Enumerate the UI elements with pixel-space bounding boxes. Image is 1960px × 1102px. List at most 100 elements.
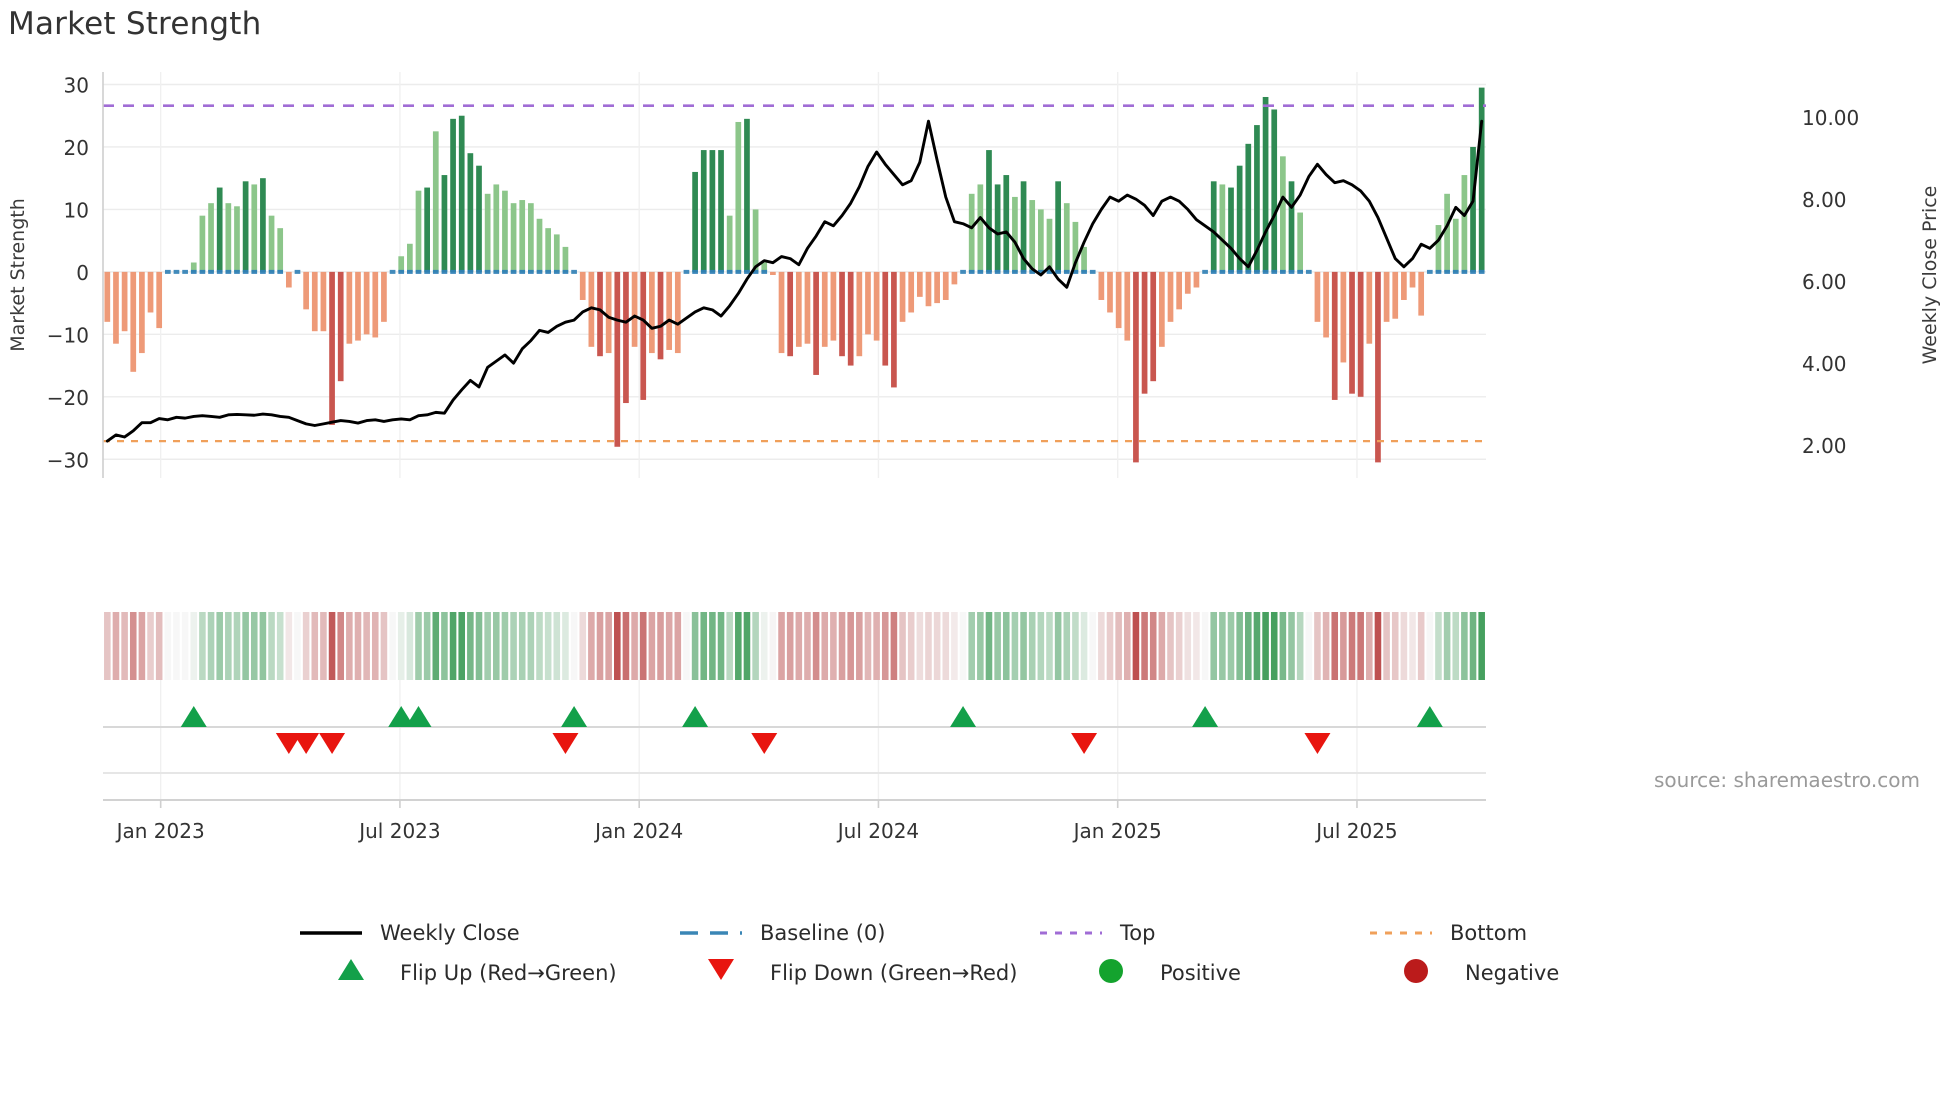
strength-bar [1349,271,1355,394]
x-axis-tick-label: Jan 2023 [115,819,205,843]
heatmap-cell [138,612,146,680]
weekly-close-path [105,119,1484,443]
baseline-cap [225,269,232,274]
baseline-cap [1271,269,1278,274]
strength-bar [1037,209,1044,272]
strength-bar [752,209,759,272]
strength-bar [942,271,949,300]
strength-bar [268,215,275,272]
flip-down-marker [293,733,320,754]
baseline-cap [407,269,413,274]
strength-bar [363,271,370,335]
legend-item: Top [1040,921,1155,945]
heatmap-cell [709,612,716,680]
strength-bar [865,271,871,335]
strength-bar [614,271,621,447]
heatmap-cell [250,612,258,680]
heatmap-cell [1409,612,1416,680]
strength-bar [104,271,111,322]
strength-bar [1331,271,1338,400]
baseline-cap [164,269,171,274]
heatmap-cell [760,612,768,680]
flip-marker-strip [103,706,1486,801]
strength-bar [113,271,119,344]
strength-bar [744,118,750,272]
strength-bar [208,203,214,272]
baseline-cap [536,269,543,274]
heatmap-cell [397,612,405,680]
baseline-cap [1046,269,1053,274]
baseline-cap [502,269,508,274]
heatmap-cell [1296,612,1304,680]
x-axis-tick-label: Jan 2024 [593,819,683,843]
heatmap-cell [570,612,578,680]
heatmap-cell [1426,612,1434,680]
heatmap-cell [1141,612,1148,680]
strength-bar [1435,225,1442,272]
heatmap-cell [493,612,500,680]
right-axis-tick-label: 8.00 [1802,188,1847,212]
baseline-cap [216,269,223,274]
strength-bar [821,271,828,347]
strength-bar [355,271,361,341]
strength-bar [692,171,698,272]
heatmap-cell [700,612,708,680]
heatmap-cell [1469,612,1477,680]
strength-bar [285,271,292,288]
strength-bar [1193,271,1200,288]
heatmap-cell [1184,612,1192,680]
baseline-cap [277,269,284,274]
flip-down-marker [1304,733,1331,754]
reference-lines [103,104,1486,443]
strength-bar [1262,96,1269,272]
baseline-cap [242,269,249,274]
heatmap-cell [596,612,604,680]
strength-bar [242,181,249,272]
strength-bar [700,150,707,272]
heatmap-cell [311,612,319,680]
heatmap-cell [1435,612,1442,680]
heatmap-cell [294,612,301,680]
heatmap-cell [830,612,837,680]
heatmap-cell [1054,612,1062,680]
heatmap-cell [1132,612,1140,680]
heatmap-cell [951,612,958,680]
heatmap-cell [804,612,811,680]
heatmap-cell [147,612,154,680]
heatmap-cell [579,612,587,680]
strength-bar [1401,271,1407,300]
heatmap-cell [838,612,846,680]
heatmap-cell [1149,612,1157,680]
strength-bar [147,271,154,313]
x-axis-tick-label: Jul 2023 [357,819,440,843]
flip-up-marker [1416,706,1443,727]
legend-item: Positive [1099,959,1241,985]
baseline-cap [1072,269,1079,274]
strength-bar [1159,271,1165,347]
heatmap-cell [1089,612,1096,680]
legend-item: Flip Down (Green→Red) [708,959,1017,985]
legend-item: Negative [1404,959,1559,985]
heatmap-cell [1011,612,1019,680]
baseline-cap [415,269,422,274]
baseline-cap [1219,269,1226,274]
strength-bar [450,118,456,272]
baseline-cap [182,269,188,274]
strength-bar [761,262,768,272]
heatmap-cell [1340,612,1347,680]
heatmap-cell [1452,612,1460,680]
chart-legend: Weekly Close Baseline (0) Top Bottom Flip Up… [300,921,1559,985]
strength-bar [891,271,897,388]
strength-bar [311,271,318,332]
baseline-cap [1478,269,1485,274]
heatmap-cell [354,612,362,680]
strength-bar [476,165,482,272]
heatmap-cell [1106,612,1114,680]
heatmap-cell [735,612,742,680]
strength-bar [839,271,845,357]
strength-bar [882,271,889,366]
strength-bar [1029,200,1036,272]
flip-down-marker [552,733,579,754]
heatmap-cell [328,612,336,680]
heatmap-cell [562,612,569,680]
